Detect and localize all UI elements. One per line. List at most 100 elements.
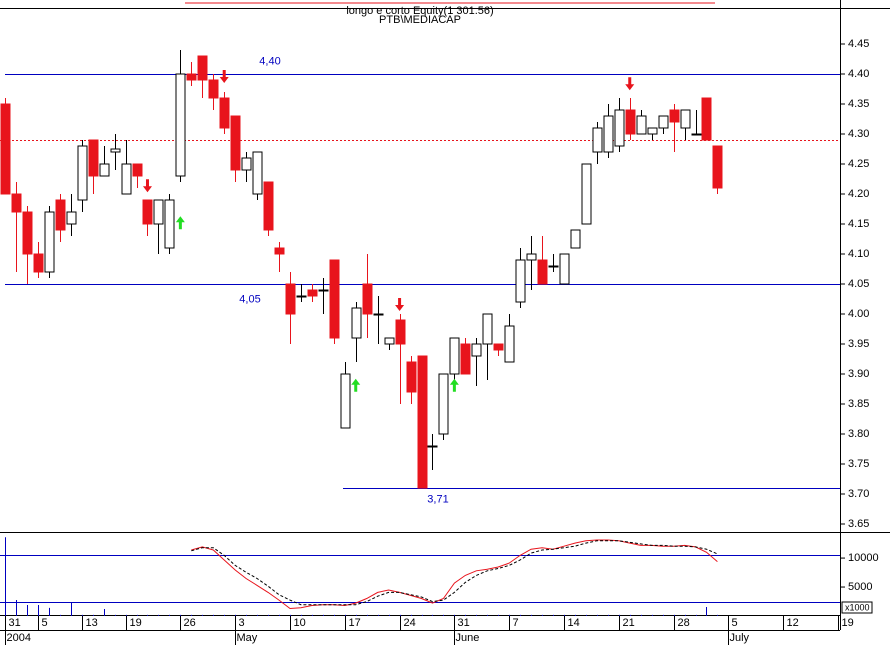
candle-body: [99, 163, 110, 177]
candle-body: [395, 319, 406, 345]
sell-arrow: [395, 298, 405, 311]
x-tick-label: 12: [787, 617, 799, 629]
candle-body: [701, 97, 712, 141]
oscillator-line: [191, 539, 718, 610]
candle-body: [373, 313, 384, 316]
candle-body: [0, 103, 11, 195]
candle-body: [625, 109, 636, 135]
candle-body: [132, 163, 143, 177]
candle-body: [340, 373, 351, 429]
volume-tick-label: 10000: [848, 552, 879, 564]
candle-body: [175, 73, 186, 177]
candle-body: [241, 157, 252, 171]
y-tick-label: 4.30: [848, 128, 869, 140]
candle-body: [307, 289, 318, 297]
candle-body: [636, 115, 647, 135]
y-tick-label: 4.20: [848, 188, 869, 200]
x-tick-label: 19: [842, 617, 854, 629]
candle-body: [142, 199, 153, 225]
sell-arrow: [625, 77, 635, 91]
x-tick-label: 31: [9, 617, 21, 629]
x-tick-label: 3: [239, 617, 245, 629]
x-tick-label: 19: [130, 617, 142, 629]
y-tick-label: 4.45: [848, 38, 869, 50]
candle-body: [712, 145, 723, 189]
candle-body: [153, 199, 164, 225]
volume-tick-label: 5000: [848, 581, 872, 593]
candle-body: [658, 115, 669, 129]
y-tick-label: 3.75: [848, 458, 869, 470]
candle-body: [208, 79, 219, 99]
y-tick-label: 3.90: [848, 368, 869, 380]
candle-body: [197, 55, 208, 81]
candle-body: [263, 181, 274, 231]
candle-body: [285, 283, 296, 315]
candle-body: [33, 253, 44, 273]
oscillator-line: [191, 540, 718, 606]
candle-body: [669, 109, 680, 123]
x-tick-label: 28: [678, 617, 690, 629]
sell-arrow: [219, 70, 229, 83]
candle-body: [66, 211, 77, 225]
candle-body: [110, 148, 121, 153]
candle-body: [164, 199, 175, 249]
y-tick-label: 3.80: [848, 428, 869, 440]
candle-body: [351, 307, 362, 339]
candle-body: [449, 337, 460, 375]
month-label: June: [456, 632, 480, 644]
candle-body: [647, 127, 658, 135]
y-tick-label: 3.95: [848, 338, 869, 350]
candle-body: [186, 73, 197, 81]
month-label: July: [730, 632, 750, 644]
buy-arrow: [449, 378, 459, 392]
candle-body: [460, 343, 471, 375]
candle-body: [121, 163, 132, 195]
candle-body: [581, 163, 592, 225]
candle-body: [493, 343, 504, 351]
candle-body: [471, 343, 482, 357]
y-tick-label: 4.40: [848, 68, 869, 80]
y-tick-label: 4.15: [848, 218, 869, 230]
candle-body: [526, 253, 537, 261]
x-tick-label: 5: [732, 617, 738, 629]
sell-arrow: [142, 179, 152, 193]
candle-body: [603, 115, 614, 153]
candle-body: [11, 193, 22, 213]
candle-body: [296, 295, 307, 298]
y-tick-label: 4.35: [848, 98, 869, 110]
y-tick-label: 4.25: [848, 158, 869, 170]
candle-body: [77, 145, 88, 201]
candle-body: [44, 211, 55, 273]
candle-body: [559, 253, 570, 285]
x-tick-label: 31: [458, 617, 470, 629]
candle-body: [515, 259, 526, 303]
candle-body: [88, 139, 99, 177]
candle-body: [537, 259, 548, 285]
candle-body: [438, 373, 449, 435]
candle-body: [691, 133, 702, 136]
candle-body: [329, 259, 340, 339]
y-tick-label: 3.65: [848, 518, 869, 530]
y-tick-label: 4.10: [848, 248, 869, 260]
volume-unit: x1000: [845, 602, 870, 612]
candle-body: [592, 127, 603, 153]
candle-body: [504, 325, 515, 363]
candle-body: [55, 199, 66, 231]
candle-body: [252, 151, 263, 195]
candle-body: [219, 97, 230, 129]
buy-arrow: [175, 216, 185, 230]
x-tick-label: 17: [349, 617, 361, 629]
chart-subtitle: PTB\MEDIACAP: [379, 14, 461, 26]
month-label: May: [237, 632, 258, 644]
x-tick-label: 7: [513, 617, 519, 629]
candle-body: [548, 265, 559, 268]
candle-body: [614, 109, 625, 147]
candle-body: [417, 355, 428, 489]
y-tick-label: 4.05: [848, 278, 869, 290]
candle-body: [384, 337, 395, 345]
x-tick-label: 13: [86, 617, 98, 629]
x-tick-label: 14: [568, 617, 580, 629]
month-label: 2004: [7, 632, 31, 644]
